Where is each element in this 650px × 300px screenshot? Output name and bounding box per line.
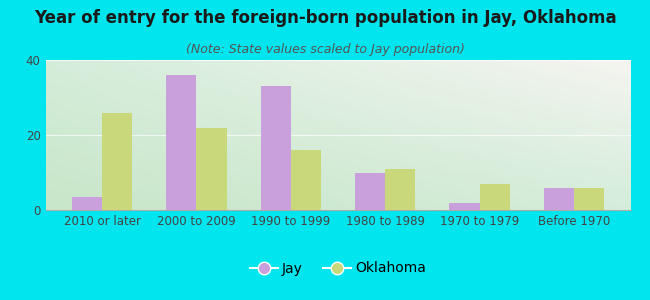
Bar [543,188,574,210]
Legend: Jay, Oklahoma: Jay, Oklahoma [244,256,432,281]
Bar [72,197,102,210]
Bar [385,169,415,210]
Bar [480,184,510,210]
Bar [291,150,321,210]
Bar [261,86,291,210]
Bar [166,75,196,210]
Bar [102,112,133,210]
Bar [196,128,227,210]
Text: Year of entry for the foreign-born population in Jay, Oklahoma: Year of entry for the foreign-born popul… [34,9,616,27]
Text: (Note: State values scaled to Jay population): (Note: State values scaled to Jay popula… [185,44,465,56]
Bar [355,172,385,210]
Bar [574,188,604,210]
Bar [449,202,480,210]
